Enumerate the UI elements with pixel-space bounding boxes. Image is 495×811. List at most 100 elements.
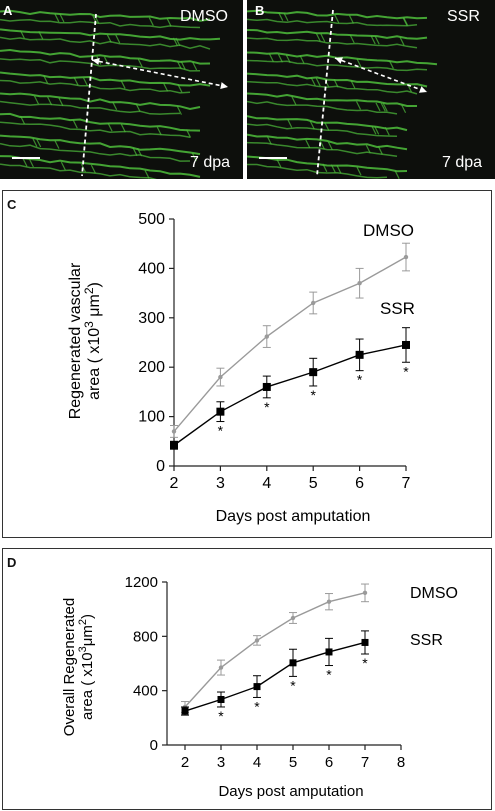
vessel-branch (350, 80, 356, 89)
vessel-ray (0, 58, 201, 72)
vessel-branch (330, 164, 336, 173)
vessel-branch (132, 147, 138, 156)
significance-marker: * (310, 387, 316, 403)
data-point-dmso (290, 615, 296, 621)
vessel-branch (54, 140, 60, 149)
regeneration-arrow (91, 59, 229, 88)
vessel-ray (247, 9, 428, 20)
vessel-branch (32, 138, 38, 147)
x-axis-label: Days post amputation (216, 508, 371, 525)
data-point-ssr (361, 638, 369, 646)
panel-title-ssr: SSR (447, 8, 480, 25)
vessel-branch (28, 158, 34, 168)
vessel-branch (305, 139, 311, 149)
x-tick-label: 8 (397, 754, 405, 771)
micrograph-panel-a: A DMSO 7 dpa (0, 0, 243, 179)
vessel-branch (268, 53, 274, 63)
data-point-dmso (362, 590, 368, 596)
legend-label-dmso: DMSO (363, 221, 414, 240)
x-tick-label: 6 (355, 475, 364, 492)
significance-marker: * (357, 372, 363, 388)
vessel-branch (377, 146, 383, 155)
y-tick-label: 1200 (125, 574, 158, 591)
vessel-branch (371, 125, 377, 135)
x-tick-label: 5 (309, 475, 318, 492)
vessel-branch (375, 102, 381, 112)
vessel-branch (315, 33, 321, 42)
data-point-ssr (355, 350, 364, 359)
vessel-branch (320, 33, 326, 42)
panel-label-c: C (7, 197, 17, 212)
panel-title-dmso: DMSO (180, 8, 228, 25)
vessel-branch (163, 82, 169, 92)
vessel-branch (120, 80, 126, 89)
vessel-ray (0, 36, 211, 50)
vessel-ray (247, 141, 398, 157)
data-point-ssr (170, 441, 178, 450)
y-axis-label: Overall Regeneratedarea ( x103μm2) (61, 598, 96, 736)
vessel-branch (277, 54, 283, 63)
x-tick-label: 3 (217, 754, 225, 771)
vessel-branch (309, 120, 315, 130)
vessel-branch (374, 126, 380, 135)
y-tick-label: 800 (133, 628, 158, 645)
vessel-branch (175, 37, 181, 47)
vessel-branch (191, 152, 197, 162)
x-axis-label: Days post amputation (218, 783, 363, 800)
vessel-branch (180, 61, 186, 70)
vessel-branch (148, 17, 154, 26)
data-point-dmso (218, 665, 224, 670)
vessel-branch (144, 170, 150, 179)
vessel-branch (276, 159, 282, 168)
amputation-line (316, 9, 334, 177)
y-tick-label: 0 (156, 458, 165, 475)
y-tick-label: 500 (138, 211, 165, 228)
vessel-branch (176, 60, 182, 70)
vessel-ray (247, 155, 408, 173)
data-point-dmso (311, 300, 316, 306)
vessel-branch (380, 103, 386, 112)
x-tick-label: 5 (289, 754, 297, 771)
micrograph-panel-b: B SSR 7 dpa (247, 0, 495, 179)
data-point-ssr (253, 683, 261, 691)
vessel-branch (333, 78, 339, 88)
significance-marker: * (218, 708, 224, 724)
vessel-branch (36, 138, 42, 148)
vessel-branch (336, 164, 342, 174)
vessel-branch (348, 15, 355, 24)
data-point-dmso (357, 281, 362, 286)
vessel-branch (322, 163, 328, 173)
vessel-ray (247, 72, 428, 88)
vessel-ray (247, 115, 408, 132)
vessel-branch (176, 106, 182, 115)
legend-label-ssr: SSR (410, 632, 443, 649)
regeneration-arrow (334, 57, 428, 93)
chart-panel-c: C 0 100 200 300 400 500 2 3 4 5 6 7 Days post amputa… (2, 190, 492, 538)
vessel-branch (115, 34, 121, 44)
x-tick-label: 6 (325, 754, 333, 771)
vessel-ray (0, 92, 201, 111)
vessel-image-a (0, 9, 229, 179)
vessel-ray (0, 18, 201, 29)
vessel-branch (356, 58, 362, 67)
amputation-line (81, 13, 97, 177)
vessel-ray (0, 112, 201, 132)
y-tick-label: 200 (138, 359, 165, 376)
vessel-branch (334, 14, 340, 24)
panel-label-a: A (3, 3, 13, 18)
significance-marker: * (403, 363, 409, 379)
vessel-branch (384, 126, 390, 136)
vessel-branch (283, 12, 289, 22)
vessel-ray (0, 142, 191, 162)
significance-marker: * (254, 698, 260, 714)
significance-marker: * (290, 677, 296, 693)
arrowhead (419, 86, 427, 93)
y-tick-label: 0 (150, 737, 158, 754)
data-point-dmso (403, 254, 409, 260)
vessel-branch (382, 103, 388, 112)
arrowhead (220, 82, 228, 90)
x-tick-label: 7 (402, 475, 411, 492)
vessel-ray (0, 100, 181, 115)
data-point-ssr (325, 648, 333, 656)
vessel-branch (192, 61, 198, 71)
